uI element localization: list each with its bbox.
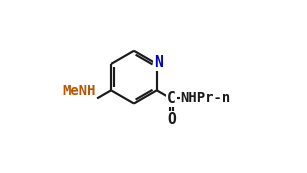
Text: C: C bbox=[167, 91, 176, 106]
Text: NHPr-n: NHPr-n bbox=[181, 91, 231, 105]
Text: MeNH: MeNH bbox=[63, 84, 96, 98]
Text: N: N bbox=[154, 55, 163, 70]
Text: O: O bbox=[167, 112, 176, 127]
